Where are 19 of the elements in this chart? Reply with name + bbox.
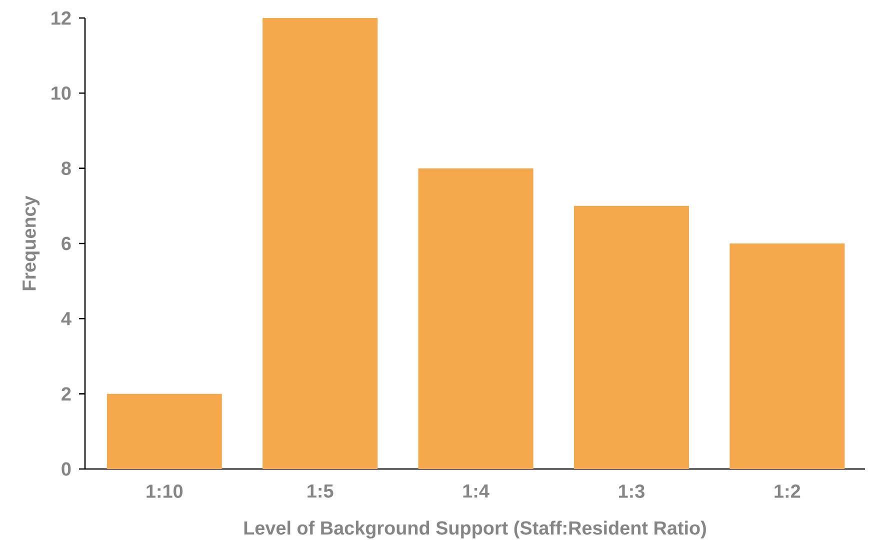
bar xyxy=(730,243,845,469)
y-tick-label: 12 xyxy=(52,11,71,25)
y-tick-label: 10 xyxy=(52,86,71,100)
y-tick-label: 6 xyxy=(62,236,71,250)
x-tick-label: 1:5 xyxy=(308,484,334,498)
y-tick-label: 0 xyxy=(62,462,71,476)
x-axis-title: Level of Background Support (Staff:Resident Ratio) xyxy=(244,520,706,539)
y-tick-label: 4 xyxy=(61,312,72,326)
bar xyxy=(262,18,378,469)
bar xyxy=(418,168,534,469)
x-tick-label: 1:2 xyxy=(774,484,800,498)
y-axis-title: Frequency xyxy=(22,196,40,290)
bar xyxy=(574,206,689,469)
x-tick-label: 1:4 xyxy=(463,484,490,498)
y-tick-label: 8 xyxy=(62,162,71,176)
y-tick-label: 2 xyxy=(62,387,71,400)
x-tick-label: 1:3 xyxy=(618,484,644,498)
bar xyxy=(106,394,222,469)
x-tick-label: 1:10 xyxy=(146,484,183,498)
